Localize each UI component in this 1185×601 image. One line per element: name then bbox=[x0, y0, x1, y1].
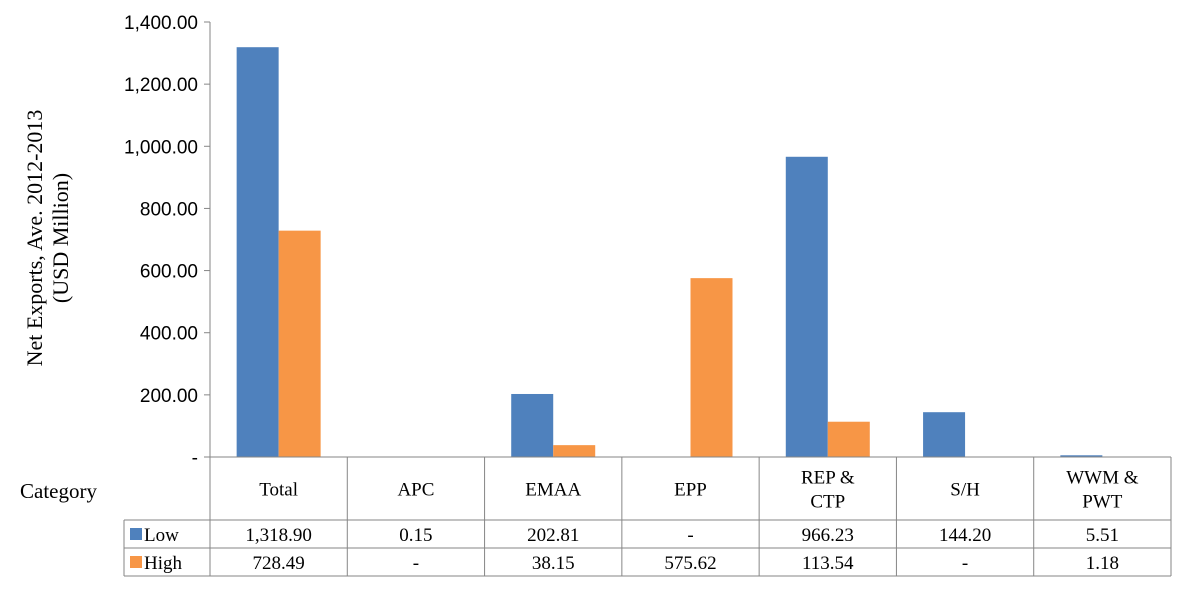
table-cell-low: - bbox=[687, 525, 693, 546]
y-tick-label: 600.00 bbox=[140, 262, 198, 283]
table-cell-high: 575.62 bbox=[664, 553, 716, 574]
bar-high-2 bbox=[553, 445, 596, 457]
bar-low-5 bbox=[923, 412, 966, 457]
table-cell-low: 1,318.90 bbox=[245, 525, 312, 546]
table-cell-low: 966.23 bbox=[802, 525, 854, 546]
bar-low-0 bbox=[236, 47, 279, 458]
legend-label-low: Low bbox=[144, 525, 179, 546]
table-cell-low: 144.20 bbox=[939, 525, 991, 546]
table-cell-high: 38.15 bbox=[532, 553, 575, 574]
bar-high-3 bbox=[690, 278, 733, 457]
table-cell-high: - bbox=[413, 553, 419, 574]
y-tick-label: 800.00 bbox=[140, 199, 198, 220]
y-tick-label: 1,400.00 bbox=[124, 13, 198, 34]
bars bbox=[236, 47, 1145, 458]
y-tick-label: 400.00 bbox=[140, 324, 198, 345]
y-tick-label: - bbox=[192, 448, 198, 469]
category-label: APC bbox=[397, 480, 434, 501]
category-label: EPP bbox=[674, 480, 707, 501]
legend-key-low bbox=[130, 528, 142, 540]
y-axis-title-line-2: (USD Million) bbox=[48, 173, 73, 303]
table-cell-high: 728.49 bbox=[253, 553, 305, 574]
category-label: REP & bbox=[801, 468, 855, 489]
bar-high-4 bbox=[827, 421, 870, 457]
table-cell-low: 0.15 bbox=[399, 525, 432, 546]
table-cell-low: 5.51 bbox=[1086, 525, 1119, 546]
category-label: EMAA bbox=[525, 480, 581, 501]
category-label: WWM & bbox=[1066, 468, 1139, 489]
y-tick-label: 1,200.00 bbox=[124, 75, 198, 96]
table-cell-high: 1.18 bbox=[1086, 553, 1119, 574]
y-axis: - 200.00 400.00 600.00 800.00 1,000.00 1,200.0… bbox=[124, 13, 211, 469]
y-axis-title-line-1: Net Exports, Ave. 2012-2013 bbox=[22, 110, 47, 367]
bar-low-6 bbox=[1060, 455, 1103, 457]
table-cell-high: 113.54 bbox=[802, 553, 854, 574]
category-label: PWT bbox=[1082, 492, 1123, 513]
y-tick-label: 200.00 bbox=[140, 386, 198, 407]
bar-low-2 bbox=[511, 393, 554, 457]
table-cell-low: 202.81 bbox=[527, 525, 579, 546]
legend-key-high bbox=[130, 556, 142, 568]
legend-label-high: High bbox=[144, 553, 183, 574]
category-label: S/H bbox=[950, 480, 980, 501]
category-label: CTP bbox=[810, 492, 845, 513]
y-tick-label: 1,000.00 bbox=[124, 137, 198, 158]
bar-high-0 bbox=[278, 230, 321, 457]
category-label: Total bbox=[259, 480, 298, 501]
table-cell-high: - bbox=[962, 553, 968, 574]
data-table: Total APC EMAA EPP REP & CTP S/H WWM & PWT Low 1,3… bbox=[123, 456, 1172, 577]
category-axis-label: Category bbox=[20, 479, 97, 503]
bar-low-4 bbox=[785, 156, 828, 457]
